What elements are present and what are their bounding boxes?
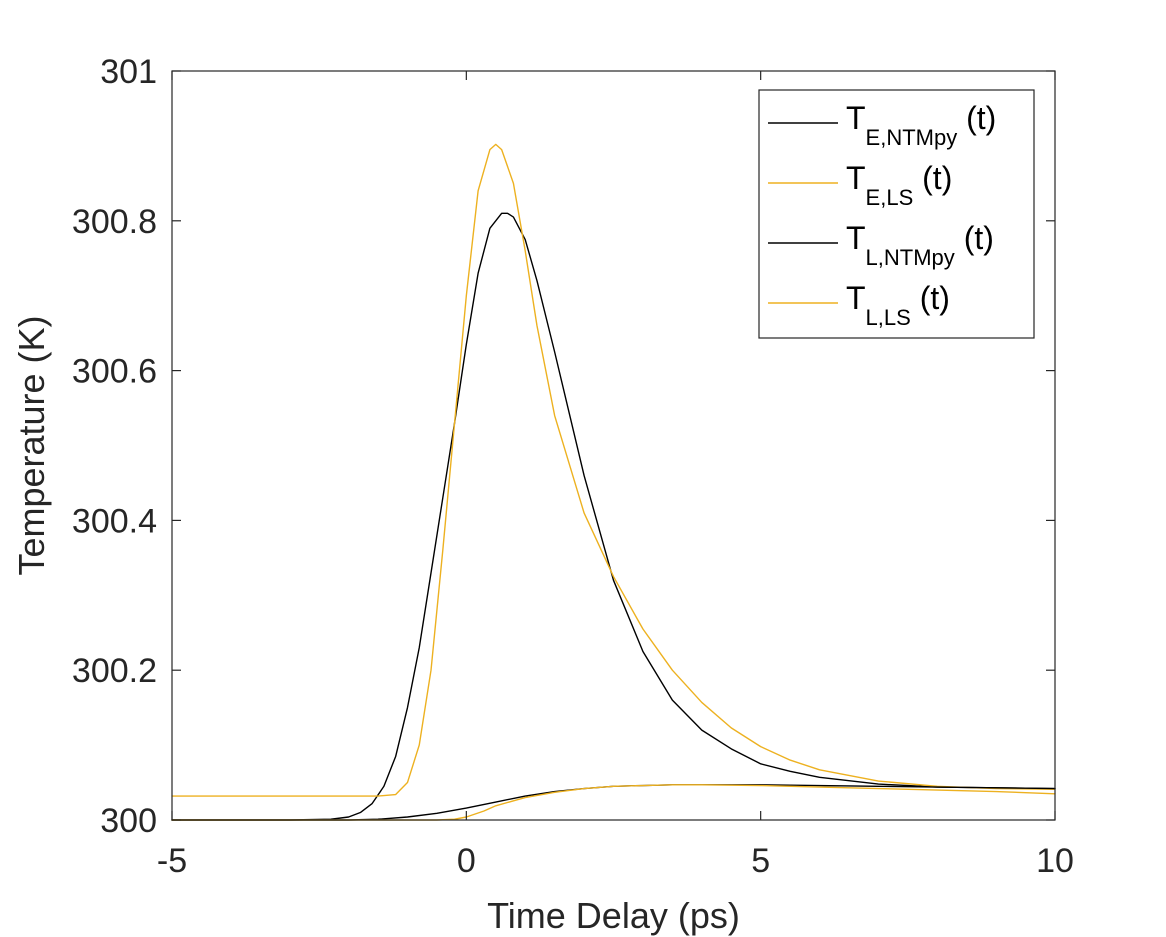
- y-tick-label: 301: [100, 53, 157, 91]
- legend-label-3: TL,NTMpy (t): [846, 220, 994, 270]
- x-axis-label: Time Delay (ps): [487, 895, 740, 936]
- legend-items: TE,NTMpy (t)TE,LS (t)TL,NTMpy (t)TL,LS (…: [768, 100, 996, 330]
- legend-label-main: T: [846, 220, 866, 256]
- legend-label-1: TE,NTMpy (t): [846, 100, 996, 150]
- y-tick-label: 300.6: [72, 353, 157, 391]
- y-tick-label: 300.4: [72, 502, 157, 540]
- legend-label-subscript: E,NTMpy: [866, 125, 958, 150]
- series-layer: [171, 143, 1056, 821]
- legend: TE,NTMpy (t)TE,LS (t)TL,NTMpy (t)TL,LS (…: [758, 89, 1035, 339]
- x-tick-label: 0: [457, 842, 476, 880]
- x-tick-label: 10: [1036, 842, 1074, 880]
- legend-label-suffix: (t): [957, 100, 996, 136]
- y-axis-label: Temperature (K): [11, 315, 52, 575]
- y-tick-label: 300: [100, 802, 157, 840]
- legend-label-suffix: (t): [913, 160, 952, 196]
- x-tick-label: 5: [751, 842, 770, 880]
- legend-label-subscript: L,NTMpy: [866, 245, 955, 270]
- legend-label-subscript: L,LS: [866, 305, 911, 330]
- x-tick-label: -5: [157, 842, 187, 880]
- legend-label-main: T: [846, 280, 866, 316]
- tick-layer: -5 0 5 10 300 300.2 300.4 300.6 300.8 301: [72, 53, 1074, 880]
- legend-label-main: T: [846, 100, 866, 136]
- y-tick-label: 300.2: [72, 652, 157, 690]
- legend-box: [758, 89, 1035, 339]
- series-line-2: [171, 143, 1056, 797]
- legend-label-main: T: [846, 160, 866, 196]
- legend-label-suffix: (t): [955, 220, 994, 256]
- legend-label-subscript: E,LS: [866, 185, 914, 210]
- series-line-4: [171, 784, 1056, 821]
- y-tick-label: 300.8: [72, 203, 157, 241]
- legend-label-4: TL,LS (t): [846, 280, 950, 330]
- legend-label-suffix: (t): [911, 280, 950, 316]
- legend-label-2: TE,LS (t): [846, 160, 952, 210]
- axes-box: [171, 70, 1056, 821]
- series-line-1: [171, 212, 1056, 821]
